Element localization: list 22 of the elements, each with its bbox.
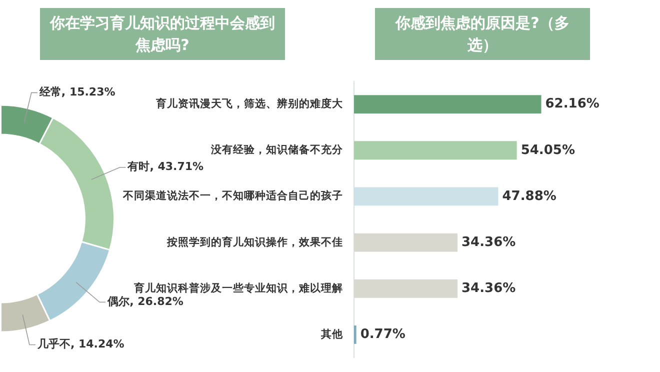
y-tick-label: 育儿资讯漫天飞，筛选、辨别的难度大 [155, 97, 344, 110]
data-label: 0.77% [360, 327, 406, 342]
chart-title: 你在学习育儿知识的过程中会感到焦虑吗? [40, 8, 285, 60]
y-tick-label: 育儿知识科普涉及一些专业知识，难以理解 [133, 281, 343, 294]
bar [354, 95, 542, 114]
y-tick-label: 不同渠道说法不一，不知哪种适合自己的孩子 [122, 189, 343, 202]
bar [354, 233, 458, 252]
data-label: 62.16% [545, 96, 600, 112]
bar [354, 141, 517, 160]
y-tick-label: 其他 [320, 327, 344, 340]
data-label: 54.05% [520, 142, 575, 158]
slice-label: 偶尔, 26.82% [106, 295, 184, 308]
data-label: 34.36% [462, 234, 516, 250]
y-tick-label: 按照学到的育儿知识操作，效果不佳 [166, 235, 343, 248]
slice-label: 有时, 43.71% [126, 160, 204, 174]
chart-title: 你感到焦虑的原因是?（多选） [375, 8, 590, 60]
bar [354, 279, 458, 298]
data-label: 34.36% [462, 280, 516, 296]
slice-label: 几乎不, 14.24% [36, 338, 124, 351]
slice-label: 经常, 15.23% [38, 86, 116, 99]
y-tick-label: 没有经验，知识储备不充分 [210, 143, 344, 156]
data-label: 47.88% [502, 188, 556, 204]
